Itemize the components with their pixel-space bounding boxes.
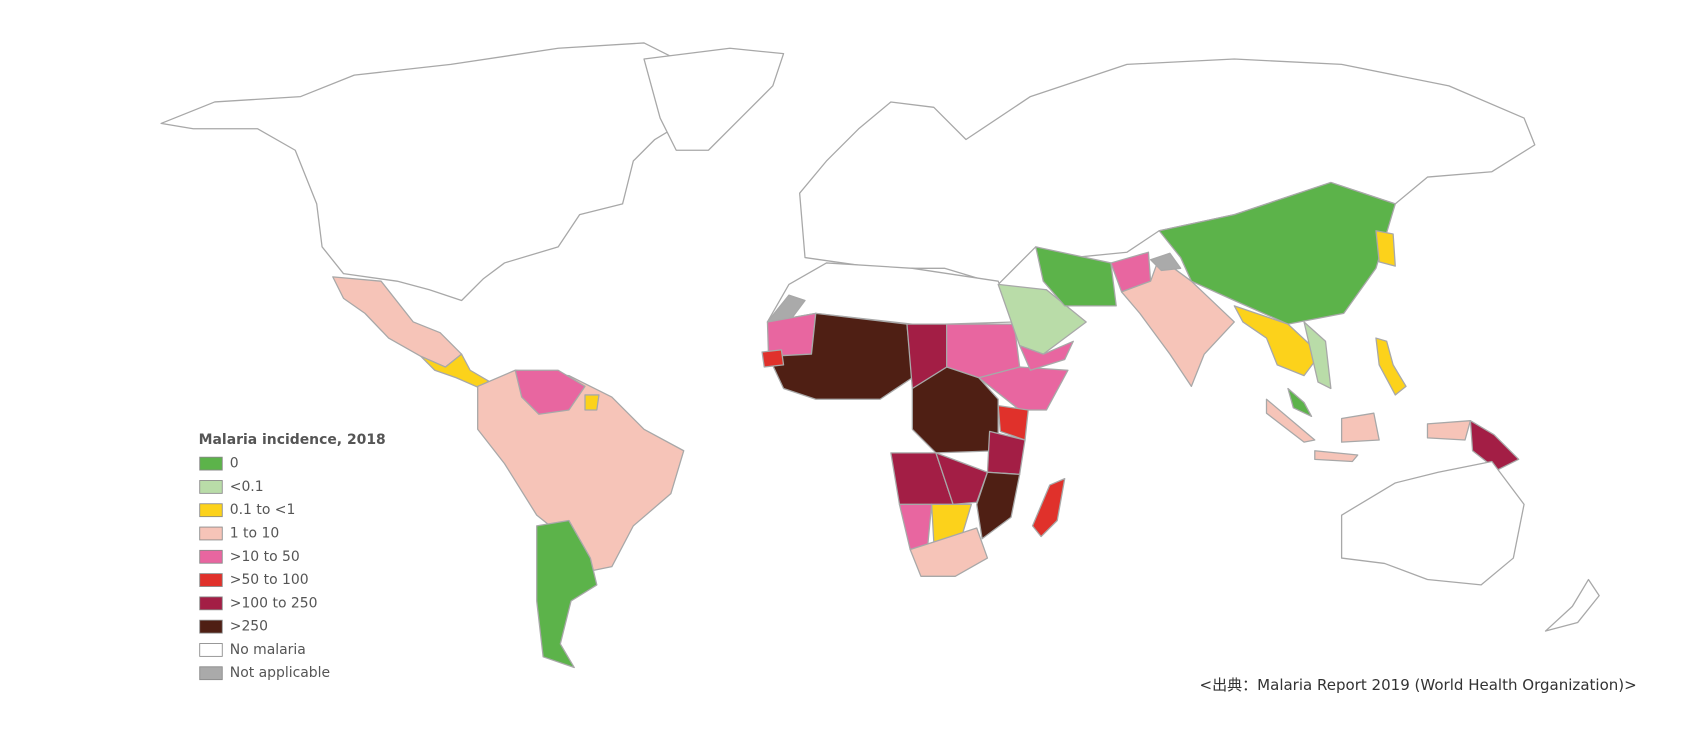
- legend-swatch: [199, 480, 223, 494]
- legend-swatch: [199, 596, 223, 611]
- new-zealand: [1544, 578, 1600, 632]
- greenland: [643, 47, 785, 151]
- philippines: [1375, 337, 1407, 396]
- venezuela: [514, 369, 586, 415]
- legend-label: 1 to 10: [230, 525, 279, 541]
- eurasia-north: [799, 58, 1536, 286]
- yemen: [1019, 340, 1074, 371]
- australia: [1340, 460, 1525, 586]
- legend-swatch: [199, 666, 223, 681]
- legend-label: Not applicable: [230, 665, 330, 681]
- senegal: [761, 349, 785, 368]
- legend-swatch: [199, 573, 223, 587]
- legend-swatch: [199, 619, 223, 634]
- legend-label: 0: [230, 456, 239, 472]
- ethiopia: [978, 366, 1069, 411]
- guiana: [584, 394, 600, 411]
- vietnam: [1303, 321, 1332, 390]
- central-america: [420, 353, 490, 390]
- source-note: <出典：Malaria Report 2019 (World Health Or…: [1200, 676, 1637, 694]
- iran: [1035, 246, 1117, 307]
- legend-swatch: [199, 549, 223, 564]
- countries: [160, 42, 1600, 669]
- madagascar: [1031, 478, 1066, 538]
- papua-new-guinea: [1469, 420, 1520, 471]
- legend-label: >50 to 100: [230, 572, 309, 588]
- legend-label: <0.1: [230, 479, 264, 495]
- indonesia: [1265, 398, 1472, 463]
- legend-swatch: [199, 503, 223, 518]
- legend-title: Malaria incidence, 2018: [199, 432, 386, 448]
- legend-swatch: [199, 456, 223, 471]
- namibia: [898, 503, 933, 551]
- kashmir: [1149, 252, 1182, 272]
- arabia: [997, 283, 1087, 355]
- pakistan-india: [1120, 256, 1235, 387]
- legend-label: >250: [230, 619, 268, 635]
- zambia: [935, 452, 989, 506]
- legend-swatch: [199, 643, 223, 657]
- central-africa: [911, 366, 999, 454]
- north-america: [160, 42, 710, 302]
- legend: Malaria incidence, 2018 0 <0.1 0.1 to <1 1 …: [199, 432, 386, 681]
- malaysia: [1287, 387, 1313, 418]
- korea: [1375, 230, 1396, 267]
- south-africa: [909, 527, 989, 577]
- legend-label: >100 to 250: [230, 595, 318, 611]
- south-america: [477, 369, 685, 572]
- legend-label: >10 to 50: [230, 549, 300, 565]
- legend-label: No malaria: [230, 642, 306, 658]
- mozambique: [976, 471, 1021, 540]
- china: [1158, 181, 1396, 325]
- southeast-asia: [1233, 305, 1321, 377]
- legend-label: 0.1 to <1: [230, 502, 296, 518]
- argentina: [536, 519, 598, 669]
- legend-swatch: [199, 526, 223, 541]
